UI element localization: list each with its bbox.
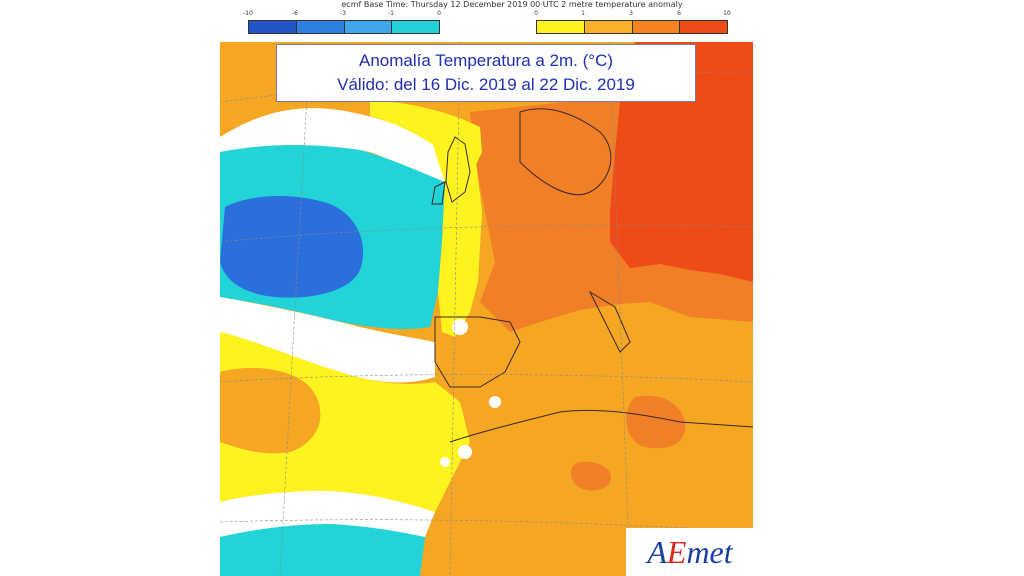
legend-swatch	[584, 21, 633, 33]
legend-tick: -3	[340, 10, 346, 17]
legend-swatch	[249, 21, 297, 33]
blue-core	[220, 196, 364, 298]
yellow-north-atlantic	[370, 100, 482, 182]
map-title-box: Anomalía Temperatura a 2m. (°C) Válido: …	[276, 44, 696, 102]
orange-pocket-west	[220, 367, 321, 454]
dark-orange-blob	[570, 461, 611, 491]
map-title: Anomalía Temperatura a 2m. (°C)	[358, 51, 614, 70]
run-info-header: ecmf Base Time: Thursday 12 December 201…	[341, 0, 683, 9]
legend-tick: 0	[534, 10, 538, 17]
legend-warm: 0 1 3 6 10	[534, 10, 731, 36]
white-fleck	[458, 445, 472, 459]
legend-swatch	[344, 21, 393, 33]
legend-tick: -10	[243, 10, 253, 17]
anomaly-map-svg	[220, 42, 753, 576]
red-region	[610, 42, 753, 282]
legend-swatch	[680, 21, 727, 33]
white-band-north	[220, 108, 460, 192]
white-fleck	[452, 319, 468, 335]
white-fleck	[489, 396, 501, 408]
legend-swatch	[296, 21, 345, 33]
legend-warm-ticks: 0 1 3 6 10	[534, 10, 731, 19]
legend-cold-bar	[248, 20, 440, 34]
cyan-bottom	[220, 524, 425, 576]
logo-letter-a: A	[647, 533, 667, 570]
legend-tick: -6	[292, 10, 298, 17]
legend-swatch	[632, 21, 681, 33]
legend-tick: 0	[437, 10, 441, 17]
white-fleck	[440, 457, 450, 467]
yellow-coast-strip	[430, 127, 482, 337]
white-band-south	[220, 297, 435, 383]
legend-cold-ticks: -10 -6 -3 -1 0	[243, 10, 442, 19]
legend-warm-bar	[536, 20, 728, 34]
coastlines	[431, 108, 753, 443]
map-validity: Válido: del 16 Dic. 2019 al 22 Dic. 2019	[337, 75, 635, 94]
legend-swatch	[537, 21, 585, 33]
white-band-lower	[220, 490, 435, 537]
legend-tick: -1	[388, 10, 394, 17]
logo-letter-e: E	[666, 533, 687, 570]
anomaly-map	[220, 42, 753, 576]
legend-cold: -10 -6 -3 -1 0	[243, 10, 442, 36]
legend-swatch	[392, 21, 439, 33]
legend-tick: 6	[677, 10, 681, 17]
logo-letters-met: met	[686, 533, 733, 570]
legend-tick: 10	[723, 10, 731, 17]
legend-tick: 1	[581, 10, 585, 17]
dark-orange-blob	[626, 395, 686, 449]
legend-tick: 3	[629, 10, 633, 17]
